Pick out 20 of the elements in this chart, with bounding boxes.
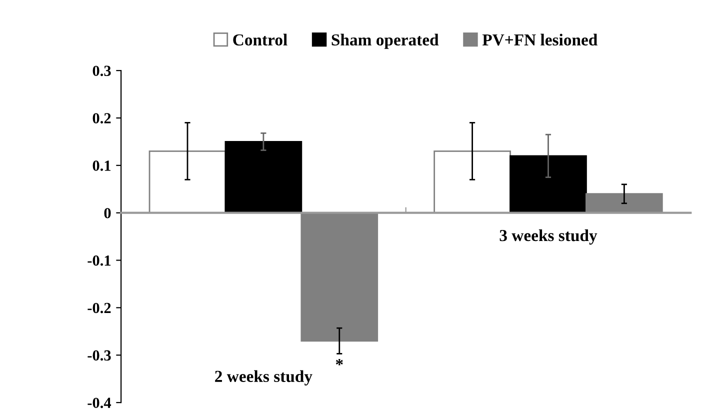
y-tick-label: 0.1 — [92, 160, 111, 171]
bar — [510, 155, 587, 214]
y-tick-label: 0.2 — [92, 113, 111, 124]
y-tick-label: -0.3 — [88, 350, 111, 361]
bar — [586, 193, 663, 214]
bar — [434, 150, 511, 214]
y-tick-label: 0 — [104, 208, 111, 218]
annotation: * — [336, 359, 343, 366]
y-tick-label: -0.2 — [88, 302, 111, 314]
y-tick-label: 0.3 — [92, 66, 111, 76]
bar — [224, 141, 302, 214]
x-tick-label: 3 weeks study — [500, 229, 598, 245]
bar — [300, 212, 378, 342]
legend-label: Sham operated — [332, 34, 439, 49]
legend-label: PV+FN lesioned — [482, 34, 598, 46]
bar — [148, 150, 226, 214]
y-tick-label: -0.4 — [88, 398, 112, 408]
x-tick-label: 2 weeks study — [215, 370, 312, 386]
legend-label: Control — [233, 34, 288, 46]
y-tick-label: -0.1 — [88, 255, 111, 266]
